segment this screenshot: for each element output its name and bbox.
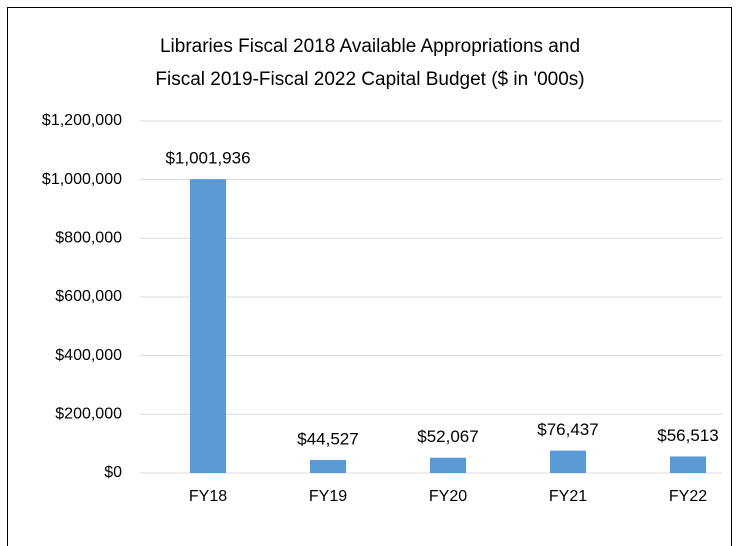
bar (430, 457, 466, 473)
chart-title: Fiscal 2019-Fiscal 2022 Capital Budget (… (155, 69, 584, 90)
value-label: $1,001,936 (165, 149, 250, 168)
y-tick-label: $0 (104, 464, 122, 481)
y-tick-label: $800,000 (55, 230, 122, 247)
y-tick-label: $1,000,000 (42, 171, 122, 188)
x-tick-label: FY22 (669, 488, 707, 505)
x-tick-label: FY19 (309, 488, 347, 505)
bar (550, 450, 586, 473)
x-tick-label: FY18 (189, 488, 227, 505)
value-label: $44,527 (297, 429, 358, 448)
bar (310, 459, 346, 473)
x-tick-label: FY21 (549, 488, 587, 505)
bar (670, 456, 706, 473)
y-tick-label: $1,200,000 (42, 112, 122, 129)
bar (190, 179, 226, 474)
x-tick-label: FY20 (429, 488, 467, 505)
y-tick-label: $200,000 (55, 406, 122, 423)
value-label: $52,067 (417, 427, 478, 446)
value-label: $56,513 (657, 426, 718, 445)
chart-title: Libraries Fiscal 2018 Available Appropri… (160, 36, 580, 57)
chart-frame (7, 7, 732, 546)
y-tick-label: $400,000 (55, 347, 122, 364)
value-label: $76,437 (537, 420, 598, 439)
y-tick-label: $600,000 (55, 288, 122, 305)
